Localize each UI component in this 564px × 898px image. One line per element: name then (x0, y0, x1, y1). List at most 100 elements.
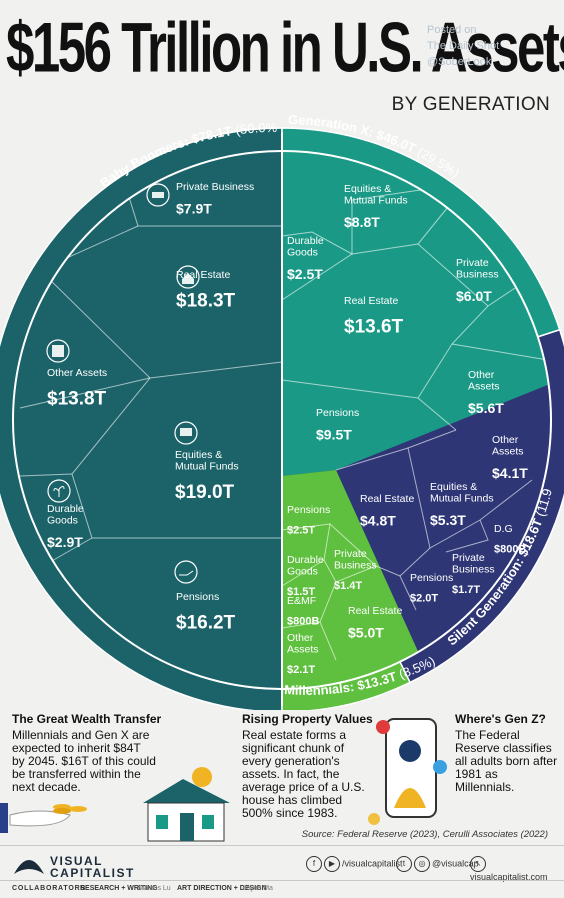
cell-value: $1.7T (452, 584, 480, 596)
cell-silent-generation-d-g: D.G $800B (494, 523, 526, 556)
note-line: next decade. (12, 780, 81, 794)
wealth-chart: Baby Boomers: $78.1T (50.0%) Generation … (0, 0, 564, 710)
source-note: Source: Federal Reserve (2023), Cerulli … (301, 829, 548, 840)
cell-label: Mutual Funds (430, 493, 494, 505)
cell-label: Mutual Funds (344, 195, 408, 207)
cell-baby-boomers-real-estate: Real Estate $18.3T (176, 269, 236, 312)
cell-value: $7.9T (176, 201, 212, 217)
instagram-icon[interactable]: ◎ (414, 856, 430, 872)
cell-label: Pensions (176, 591, 219, 603)
social-twitter-instagram[interactable]: t ◎ @visualcap (396, 856, 479, 872)
cell-millennials-pensions: Pensions $2.5T (287, 504, 330, 537)
cell-label: Other (468, 369, 495, 381)
credits-role: RESEARCH + WRITING (80, 885, 158, 892)
cell-label: Other (287, 632, 314, 644)
note-line: be transferred within the (12, 767, 141, 781)
cell-value: $2.5T (287, 266, 323, 282)
cell-label: Assets (492, 446, 524, 458)
header: $156 Trillion in U.S. Assets Posted on T… (0, 0, 564, 125)
page-subtitle: BY GENERATION (391, 94, 550, 115)
cell-label: Goods (47, 515, 78, 527)
cell-label: Equities & (430, 481, 477, 493)
cell-value: $13.6T (344, 317, 404, 338)
cell-generation-x-real-estate: Real Estate $13.6T (344, 295, 404, 338)
brand-logo-line: CAPITALIST (50, 866, 135, 880)
note-line: house has climbed (242, 793, 343, 807)
brand-logo: VISUAL CAPITALIST (50, 855, 135, 879)
cell-label: Real Estate (348, 605, 402, 617)
note-wealth-transfer: The Great Wealth Transfer Millennials an… (12, 713, 212, 794)
generation-rings (0, 127, 564, 710)
note-line: expected to inherit $84T (12, 741, 141, 755)
house-illustration (143, 767, 230, 842)
cell-value: $2.5T (287, 525, 315, 537)
cell-millennials-e-mf: E&MF $800B (287, 595, 319, 628)
credits-role: ART DIRECTION + DESIGN (177, 885, 267, 892)
open-sign-icon (146, 183, 170, 207)
note-line: average price of a U.S. (242, 780, 365, 794)
cursor-icon[interactable]: ↖ (470, 856, 486, 872)
website-link[interactable]: visualcapitalist.com (470, 872, 548, 882)
cell-label: Business (334, 560, 377, 572)
cell-label: Durable (287, 554, 324, 566)
cell-label: Other (492, 434, 519, 446)
page-title: $156 Trillion in U.S. Assets (6, 7, 564, 87)
watermark-line: The Daily Shot (427, 40, 500, 52)
social-website[interactable]: ↖visualcapitalist.com (470, 856, 564, 882)
note-body: Real estate forms a significant chunk of e… (242, 729, 382, 820)
credits-person: Marcus Lu (138, 885, 171, 892)
cell-value: $2.0T (410, 593, 438, 605)
cell-silent-generation-real-estate: Real Estate $4.8T (360, 493, 414, 529)
cell-label: Private (334, 548, 367, 560)
facebook-icon[interactable]: f (306, 856, 322, 872)
cell-value: $9.5T (316, 427, 352, 443)
cell-value: $18.3T (176, 291, 236, 312)
boomers-region (13, 151, 282, 689)
cell-borders (19, 167, 549, 661)
cell-label: Assets (287, 644, 319, 656)
note-line: Reserve classifies (455, 741, 552, 755)
note-property-values: Rising Property Values Real estate forms… (242, 713, 382, 820)
note-title: Rising Property Values (242, 712, 373, 726)
cell-label: Equities & (175, 449, 222, 461)
cell-label: Assets (468, 381, 500, 393)
cell-label: Business (456, 269, 499, 281)
note-line: all adults born after (455, 754, 558, 768)
stock-certificate-icon (46, 339, 70, 363)
cell-label: Other Assets (47, 367, 107, 379)
cell-label: D.G (494, 523, 513, 535)
social-handle[interactable]: @visualcap (432, 858, 479, 869)
cell-value: $1.5T (287, 586, 315, 598)
phone-person-illustration (368, 718, 447, 825)
social-facebook-youtube[interactable]: f ▶/visualcapitalist (306, 856, 403, 872)
twitter-icon[interactable]: t (396, 856, 412, 872)
note-line: every generation's (242, 754, 340, 768)
note-line: Millennials and Gen X are (12, 728, 150, 742)
cell-baby-boomers-private-business: Private Business $7.9T (176, 181, 254, 217)
note-line: significant chunk of (242, 741, 345, 755)
cell-value: $800B (287, 616, 319, 628)
brand-logo-line: VISUAL (50, 854, 104, 868)
cell-labels: Private Business $7.9T Real Estate $18.3T Ot… (47, 181, 528, 676)
cell-label: Private (456, 257, 489, 269)
note-gen-z: Where's Gen Z? The Federal Reserve classi… (455, 713, 560, 794)
cell-generation-x-equities-mutual-funds: Equities &Mutual Funds $8.8T (344, 183, 408, 230)
social-handle[interactable]: /visualcapitalist (342, 858, 403, 869)
credits-heading: COLLABORATORS (12, 885, 86, 892)
youtube-icon[interactable]: ▶ (324, 856, 340, 872)
note-line: assets. In fact, the (242, 767, 340, 781)
cell-label: E&MF (287, 595, 316, 607)
watermark: Posted on The Daily Shot @SoberLook (427, 22, 499, 70)
cell-value: $4.8T (360, 513, 396, 529)
cell-label: Goods (287, 247, 318, 259)
note-title: The Great Wealth Transfer (12, 712, 162, 726)
cell-label: Real Estate (344, 295, 398, 307)
